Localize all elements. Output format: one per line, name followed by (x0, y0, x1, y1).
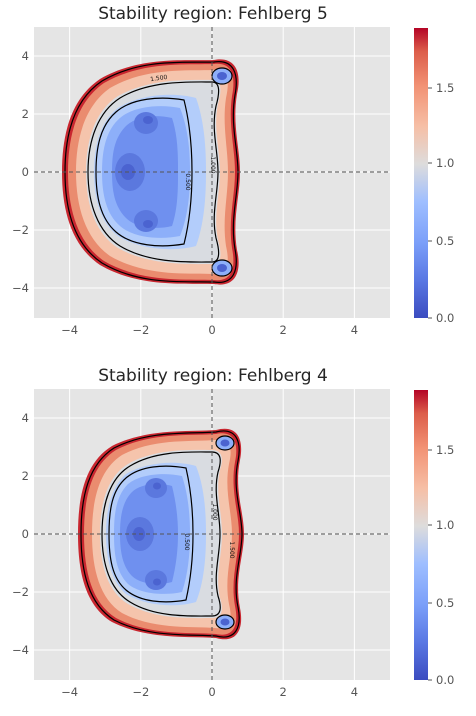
colorbar-tick-label: 0.5 (436, 234, 454, 248)
x-tick-label: 0 (208, 685, 215, 699)
colorbar-gradient (414, 28, 428, 318)
x-tick-label: −4 (61, 685, 78, 699)
colorbar-tick-label: 1.0 (436, 156, 454, 170)
y-tick-labels: 4 2 0 −2 −4 (12, 411, 29, 657)
panel-fehlberg-4: Stability region: Fehlberg 4 (12, 366, 454, 699)
minimum-core (143, 116, 153, 124)
x-tick-label: −2 (132, 323, 149, 337)
pole-lobe-core (220, 618, 230, 626)
colorbar-tick-label: 1.5 (436, 443, 454, 457)
pole-lobe-core (217, 264, 227, 272)
colorbar-tick-label: 0.0 (436, 311, 454, 325)
x-tick-label: −4 (61, 323, 78, 337)
contour-label-0-500: 0.500 (184, 173, 191, 190)
contour-line-1-000 (87, 81, 220, 263)
contour-label-1-000: 1.000 (211, 503, 218, 520)
y-tick-label: −2 (12, 223, 29, 237)
minimum-core (153, 578, 161, 586)
colorbar: 0.0 0.5 1.0 1.5 (414, 28, 454, 325)
colorbar-gradient (414, 390, 428, 680)
y-tick-label: 2 (22, 107, 29, 121)
y-tick-label: 4 (22, 49, 29, 63)
minimum-core (143, 220, 153, 228)
x-tick-label: 4 (351, 685, 358, 699)
colorbar-tick-label: 0.0 (436, 673, 454, 687)
y-tick-label: 0 (22, 165, 29, 179)
colorbar-tick-label: 0.5 (436, 596, 454, 610)
y-tick-label: −4 (12, 643, 29, 657)
x-tick-label: 2 (280, 323, 287, 337)
y-tick-label: −2 (12, 585, 29, 599)
x-tick-labels: −4 −2 0 2 4 (61, 685, 358, 699)
reference-lines (34, 389, 390, 680)
contour-line-1-500 (80, 430, 243, 638)
chart-title: Stability region: Fehlberg 5 (98, 4, 328, 24)
x-tick-label: 0 (208, 323, 215, 337)
x-tick-label: 2 (280, 685, 287, 699)
x-tick-label: 4 (351, 323, 358, 337)
y-tick-label: 4 (22, 411, 29, 425)
pole-lobe-core (217, 72, 227, 80)
y-tick-label: 0 (22, 527, 29, 541)
colorbar-tick-label: 1.0 (436, 518, 454, 532)
colorbar: 0.0 0.5 1.0 1.5 (414, 390, 454, 687)
chart-title: Stability region: Fehlberg 4 (98, 366, 328, 386)
y-tick-labels: 4 2 0 −2 −4 (12, 49, 29, 295)
contour-label-1-500: 1.500 (150, 74, 168, 83)
minimum-core (153, 482, 161, 490)
x-tick-label: −2 (132, 685, 149, 699)
colorbar-tick-label: 1.5 (436, 81, 454, 95)
contour-line-0-500 (108, 465, 194, 603)
contour-label-1-000: 1.000 (209, 156, 216, 173)
y-tick-label: −4 (12, 281, 29, 295)
panel-fehlberg-5: Stability region: Fehlberg 5 (12, 4, 454, 337)
reference-lines (34, 27, 390, 318)
contour-line-1-500 (64, 61, 239, 283)
contour-line-1-000 (101, 451, 221, 617)
contour-label-0-500: 0.500 (183, 533, 190, 550)
pole-lobe-core (220, 439, 230, 447)
contour-label-1-500: 1.500 (228, 541, 235, 558)
stability-region: 1.500 1.000 0.500 (62, 59, 240, 285)
x-tick-labels: −4 −2 0 2 4 (61, 323, 358, 337)
y-tick-label: 2 (22, 469, 29, 483)
